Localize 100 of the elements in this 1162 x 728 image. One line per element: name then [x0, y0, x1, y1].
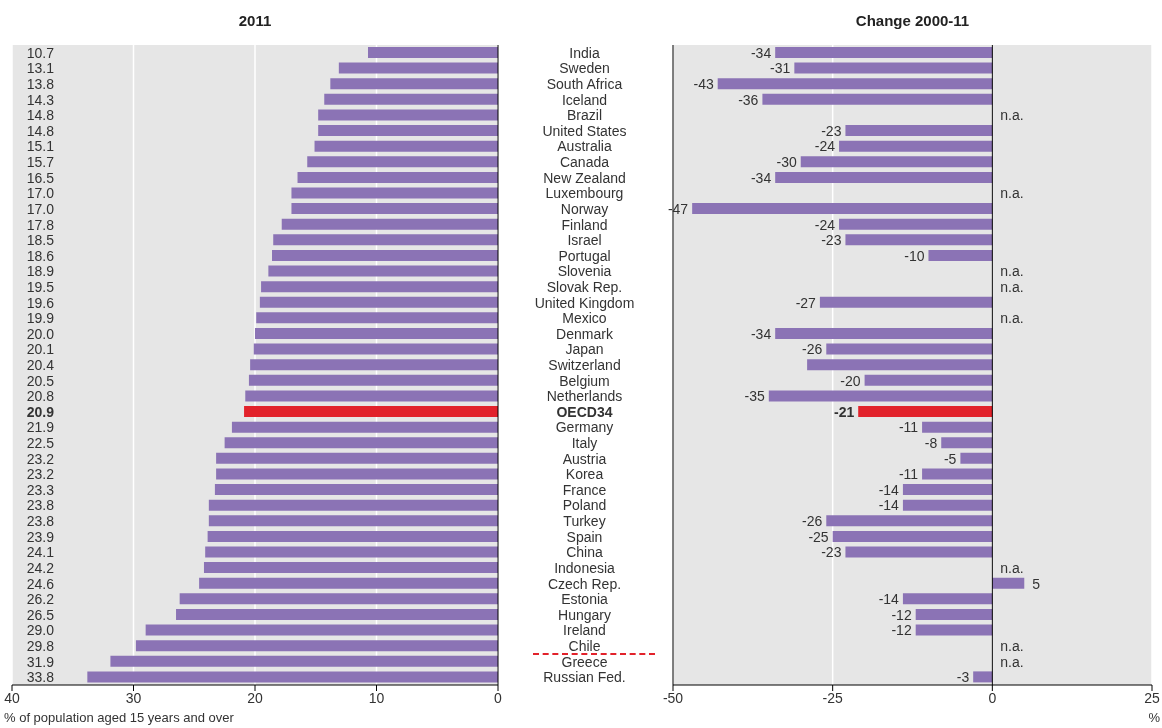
data-label: -34	[750, 44, 772, 61]
data-label: -12	[891, 606, 912, 623]
y-tick-label: Korea	[565, 466, 604, 483]
x-tick-label: -50	[662, 689, 684, 706]
data-label: 21.9	[26, 419, 55, 436]
data-label: -34	[750, 325, 772, 342]
y-tick-label: Portugal	[558, 247, 611, 264]
data-label: 18.5	[26, 232, 55, 249]
y-tick-label: Brazil	[566, 107, 603, 124]
data-label: -30	[776, 154, 797, 171]
data-label: 20.4	[26, 357, 55, 373]
text: n.a.	[1000, 185, 1024, 202]
x-tick-label: 40	[4, 689, 20, 706]
x-tick-label: 0	[494, 689, 503, 706]
y-tick-label: Greece	[561, 653, 608, 670]
y-tick-label: Ireland	[563, 622, 606, 639]
y-tick-label: Sweden	[559, 60, 610, 77]
y-tick-label: Poland	[562, 497, 607, 514]
x-tick-label: 25	[1144, 689, 1160, 706]
data-label: -20	[840, 372, 861, 389]
x-axis-title: %	[1148, 710, 1160, 725]
data-label: -10	[904, 247, 925, 264]
data-label: -34	[750, 169, 772, 186]
data-label: 14.8	[26, 122, 55, 139]
data-label: 5	[1032, 575, 1041, 592]
y-tick-label: Turkey	[563, 513, 606, 530]
data-label: 22.5	[26, 435, 55, 452]
data-label: -21	[833, 403, 855, 420]
text: n.a.	[1000, 310, 1024, 327]
data-label: -24	[814, 216, 836, 233]
data-label: -14	[878, 481, 900, 498]
data-label: 29.8	[26, 637, 55, 654]
x-tick-label: 30	[125, 689, 142, 706]
data-label: -24	[814, 138, 836, 155]
data-label: 23.2	[26, 466, 55, 483]
data-label: 20.8	[26, 388, 55, 405]
y-tick-label: Indonesia	[554, 559, 616, 576]
data-label: 15.1	[26, 138, 55, 155]
y-tick-label: Luxembourg	[545, 185, 624, 202]
data-label: -23	[821, 122, 842, 139]
y-tick-label: New Zealand	[543, 169, 626, 186]
data-label: 23.9	[26, 528, 55, 545]
data-label: 17.8	[26, 216, 55, 233]
data-label: -12	[891, 622, 912, 639]
y-tick-label: France	[562, 481, 607, 498]
data-label: 15.7	[26, 154, 55, 171]
data-label: -23	[821, 232, 842, 249]
text: n.a.	[1000, 263, 1024, 280]
text: n.a.	[1000, 107, 1024, 124]
data-label: -26	[802, 513, 823, 530]
data-label: 19.6	[26, 294, 55, 311]
data-label: 10.7	[26, 44, 55, 61]
y-tick-label: Italy	[571, 435, 598, 452]
data-label: -43	[693, 76, 714, 93]
data-label: 20.1	[26, 341, 55, 358]
chart-title: 2011	[237, 12, 273, 29]
data-label: 17.0	[26, 185, 55, 202]
y-tick-label: Austria	[562, 450, 607, 467]
y-tick-label: China	[566, 544, 603, 561]
data-label: 13.1	[26, 60, 55, 77]
y-tick-label: Estonia	[561, 591, 609, 608]
data-label: -35	[744, 388, 766, 405]
data-label: 18.9	[26, 263, 55, 280]
text: n.a.	[1000, 278, 1024, 295]
data-label: 19.5	[26, 278, 55, 295]
data-label: 23.8	[26, 497, 55, 514]
x-axis-title: % of population aged 15 years and over	[4, 710, 234, 725]
x-tick-label: -25	[822, 689, 843, 706]
data-label: 24.2	[26, 559, 55, 576]
y-tick-label: Belgium	[559, 372, 610, 389]
y-tick-label: United Kingdom	[534, 294, 635, 311]
y-tick-label: Russian Fed.	[543, 669, 626, 686]
data-label: 20.9	[26, 403, 55, 420]
data-label: -27	[795, 294, 817, 311]
y-tick-label: Slovenia	[557, 263, 612, 280]
x-tick-label: 0	[988, 689, 997, 706]
y-tick-label: Netherlands	[546, 388, 623, 405]
data-label: 17.0	[26, 200, 55, 217]
y-tick-label: Denmark	[556, 325, 614, 342]
data-label: -31	[770, 60, 791, 77]
y-tick-label: Switzerland	[548, 357, 621, 373]
data-label: -5	[943, 450, 957, 467]
data-label: 20.0	[26, 325, 55, 342]
x-tick-label: 20	[247, 689, 263, 706]
y-tick-label: Germany	[555, 419, 614, 436]
y-tick-label: OECD34	[556, 403, 613, 420]
data-label: 13.8	[26, 76, 55, 93]
data-label: 18.6	[26, 247, 55, 264]
data-label: 26.2	[26, 591, 55, 608]
y-tick-label: Czech Rep.	[547, 575, 622, 592]
data-label: -26	[802, 341, 823, 358]
data-label: 24.1	[26, 544, 55, 561]
y-tick-label: South Africa	[546, 76, 623, 93]
y-tick-label: Israel	[567, 232, 602, 249]
x-tick-label: 10	[368, 689, 385, 706]
y-tick-label: United States	[542, 122, 627, 139]
y-tick-label: Australia	[557, 138, 612, 155]
data-label: -11	[898, 419, 919, 436]
data-label: 23.8	[26, 513, 55, 530]
text: n.a.	[1000, 653, 1024, 670]
